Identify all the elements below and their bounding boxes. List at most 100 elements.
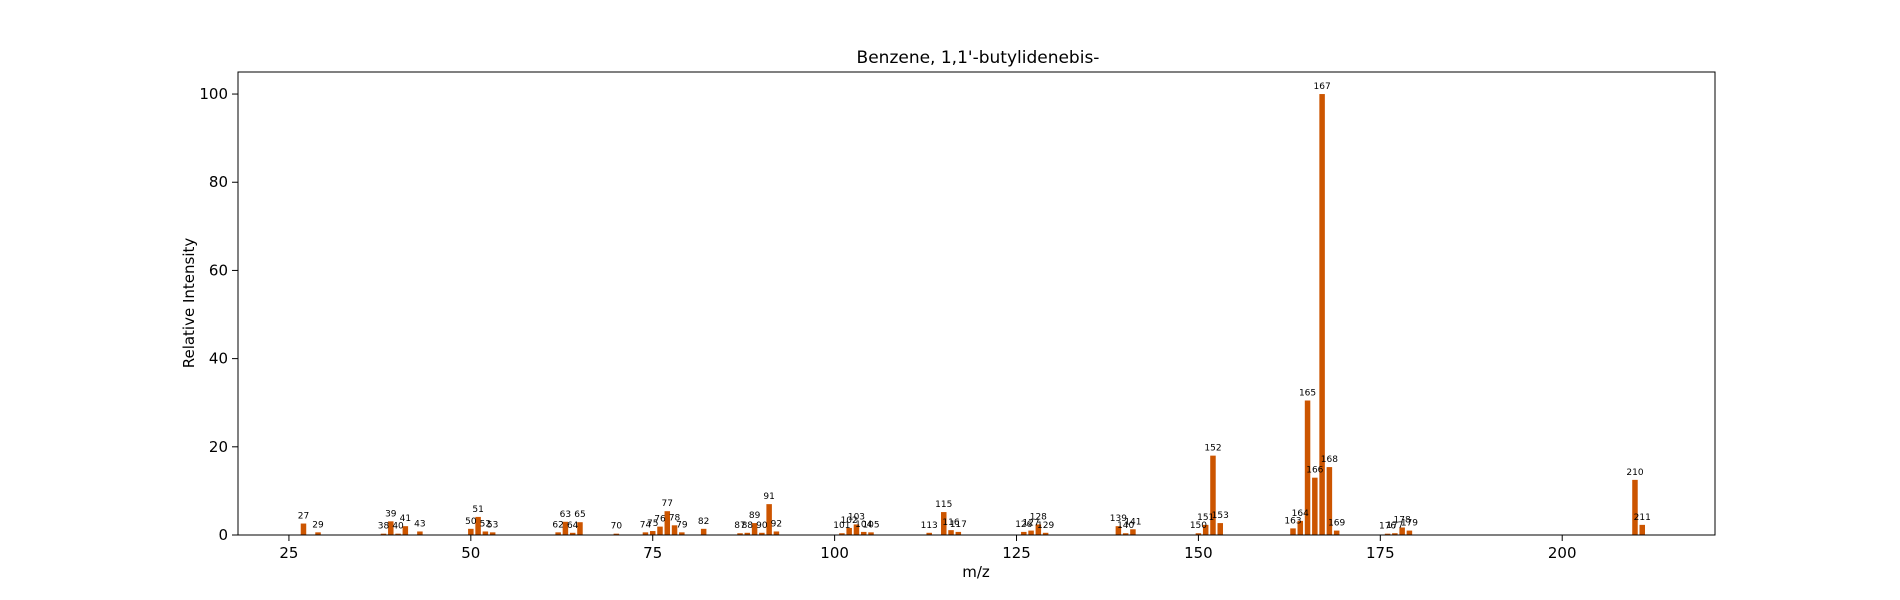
peak-label-64: 64 — [567, 521, 579, 531]
peak-label-53: 53 — [487, 520, 498, 530]
peak-bar-126 — [1021, 531, 1027, 535]
peak-label-210: 210 — [1626, 468, 1643, 478]
peak-bar-164 — [1297, 520, 1304, 535]
peak-bar-129 — [1042, 532, 1049, 535]
peak-label-76: 76 — [654, 515, 666, 525]
peak-label-78: 78 — [669, 513, 681, 523]
peak-label-90: 90 — [756, 521, 768, 531]
x-tick-label: 175 — [1366, 544, 1395, 562]
peak-bar-87 — [737, 533, 743, 535]
peak-label-167: 167 — [1314, 82, 1331, 92]
x-tick-label: 125 — [1002, 544, 1031, 562]
peak-label-163: 163 — [1284, 516, 1301, 526]
peak-label-87: 87 — [734, 521, 745, 531]
peak-label-39: 39 — [385, 509, 397, 519]
peak-bar-88 — [744, 532, 751, 535]
peak-label-104: 104 — [855, 520, 872, 530]
peak-label-179: 179 — [1401, 519, 1418, 529]
peak-bar-115 — [941, 512, 947, 535]
peak-bar-62 — [555, 532, 561, 535]
peak-label-102: 102 — [841, 516, 858, 526]
peak-bar-179 — [1406, 530, 1413, 535]
x-tick-label: 200 — [1548, 544, 1577, 562]
peak-label-140: 140 — [1117, 521, 1134, 531]
y-tick-label: 80 — [209, 173, 228, 191]
peak-bar-78 — [671, 525, 678, 535]
x-tick-label: 50 — [461, 544, 480, 562]
peak-label-27: 27 — [298, 512, 309, 522]
y-tick-label: 0 — [218, 526, 228, 544]
x-axis-label: m/z — [962, 563, 990, 581]
y-axis-label: Relative Intensity — [180, 238, 198, 369]
peak-label-91: 91 — [763, 492, 774, 502]
peak-bar-52 — [482, 531, 489, 535]
peak-label-51: 51 — [472, 505, 483, 515]
peak-label-141: 141 — [1124, 517, 1141, 527]
peak-bar-166 — [1312, 477, 1318, 535]
y-tick-label: 100 — [199, 85, 228, 103]
peak-label-165: 165 — [1299, 389, 1316, 399]
peak-bar-40 — [395, 533, 401, 535]
peak-bar-169 — [1333, 530, 1340, 535]
y-tick-label: 60 — [209, 261, 228, 279]
peak-label-152: 152 — [1204, 444, 1221, 454]
peak-label-127: 127 — [1022, 519, 1039, 529]
peak-label-153: 153 — [1212, 511, 1229, 521]
peak-bar-168 — [1326, 467, 1333, 535]
peak-bar-128 — [1035, 524, 1042, 535]
peak-label-40: 40 — [392, 522, 404, 532]
peak-label-126: 126 — [1015, 520, 1032, 530]
peak-label-50: 50 — [465, 517, 477, 527]
peak-label-29: 29 — [312, 520, 324, 530]
peak-label-168: 168 — [1321, 455, 1338, 465]
peak-bar-64 — [569, 532, 576, 535]
peak-bar-151 — [1202, 524, 1209, 535]
peak-label-101: 101 — [833, 521, 850, 531]
x-axis: 25 50 75 100 125 150 175 200 — [279, 535, 1577, 562]
peak-bar-91 — [766, 504, 772, 535]
peak-label-92: 92 — [771, 519, 782, 529]
peak-bar-75 — [649, 531, 656, 535]
peak-label-164: 164 — [1292, 509, 1309, 519]
peak-bar-165 — [1304, 400, 1311, 535]
peak-bar-53 — [489, 532, 496, 535]
peak-label-176: 176 — [1379, 522, 1396, 532]
peak-label-151: 151 — [1197, 513, 1214, 523]
x-tick-label: 75 — [643, 544, 662, 562]
peak-label-169: 169 — [1328, 519, 1345, 529]
peak-label-43: 43 — [414, 519, 425, 529]
peak-bar-116 — [948, 530, 954, 535]
peak-label-117: 117 — [950, 520, 967, 530]
peak-label-75: 75 — [647, 519, 658, 529]
peak-label-178: 178 — [1394, 516, 1411, 526]
peak-bar-167 — [1319, 94, 1325, 536]
peak-bar-104 — [860, 531, 867, 535]
x-tick-label: 100 — [820, 544, 849, 562]
peak-label-128: 128 — [1030, 512, 1047, 522]
x-tick-label: 25 — [279, 544, 298, 562]
peak-bar-140 — [1122, 533, 1129, 535]
peak-label-41: 41 — [400, 514, 411, 524]
peak-bar-39 — [388, 521, 394, 535]
peak-bar-43 — [417, 531, 423, 535]
peak-label-77: 77 — [662, 499, 673, 509]
peak-label-211: 211 — [1634, 513, 1651, 523]
peak-bar-117 — [955, 531, 962, 535]
peak-bar-82 — [700, 528, 707, 535]
peak-bar-74 — [642, 532, 649, 535]
peak-bar-65 — [577, 522, 583, 535]
peak-label-65: 65 — [574, 510, 585, 520]
peak-bar-76 — [657, 526, 663, 535]
peak-label-89: 89 — [749, 511, 761, 521]
peak-label-62: 62 — [552, 520, 563, 530]
peak-bar-178 — [1399, 527, 1405, 535]
peak-bar-41 — [402, 526, 409, 535]
peak-bar-50 — [468, 528, 474, 535]
peak-label-82: 82 — [698, 517, 709, 527]
peak-label-177: 177 — [1386, 521, 1403, 531]
plot-frame — [237, 71, 1716, 536]
peak-bar-152 — [1210, 455, 1216, 535]
peak-bar-38 — [380, 533, 387, 535]
peak-bar-127 — [1028, 530, 1034, 535]
